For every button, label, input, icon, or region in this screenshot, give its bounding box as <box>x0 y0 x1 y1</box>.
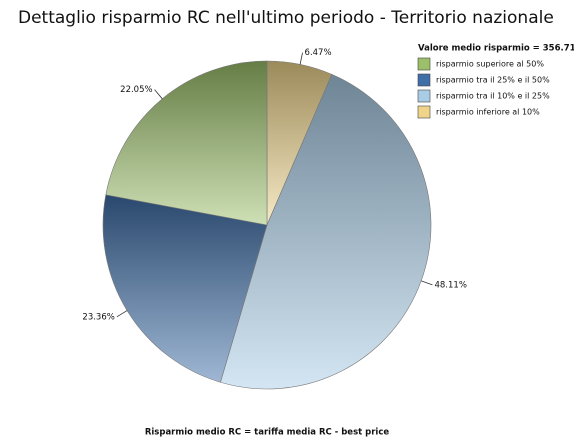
legend-swatch <box>417 73 431 87</box>
legend-label: risparmio inferiore al 10% <box>436 108 540 117</box>
leader-line <box>116 310 128 318</box>
value-label: 23.36% <box>82 312 114 322</box>
value-label: 48.11% <box>434 280 466 290</box>
footer: Risparmio medio RC = tariffa media RC - … <box>145 428 390 438</box>
leader-line <box>421 280 433 286</box>
leader-line <box>154 89 163 100</box>
pie-slice <box>102 194 268 383</box>
legend-label: risparmio tra il 25% e il 50% <box>436 76 550 85</box>
legend-title: Valore medio risparmio = 356.71 <box>418 44 574 54</box>
legend-label: risparmio superiore al 50% <box>436 60 544 69</box>
leader-line <box>299 52 303 65</box>
legend-swatch <box>417 89 431 103</box>
legend-swatch <box>417 105 431 119</box>
value-label: 22.05% <box>120 85 152 95</box>
value-label: 6.47% <box>305 48 332 58</box>
pie-slice <box>105 60 268 226</box>
pie-slice <box>220 73 432 390</box>
chart-title: Dettaglio risparmio RC nell'ultimo perio… <box>18 8 554 28</box>
legend-swatch <box>417 57 431 71</box>
legend-label: risparmio tra il 10% e il 25% <box>436 92 550 101</box>
